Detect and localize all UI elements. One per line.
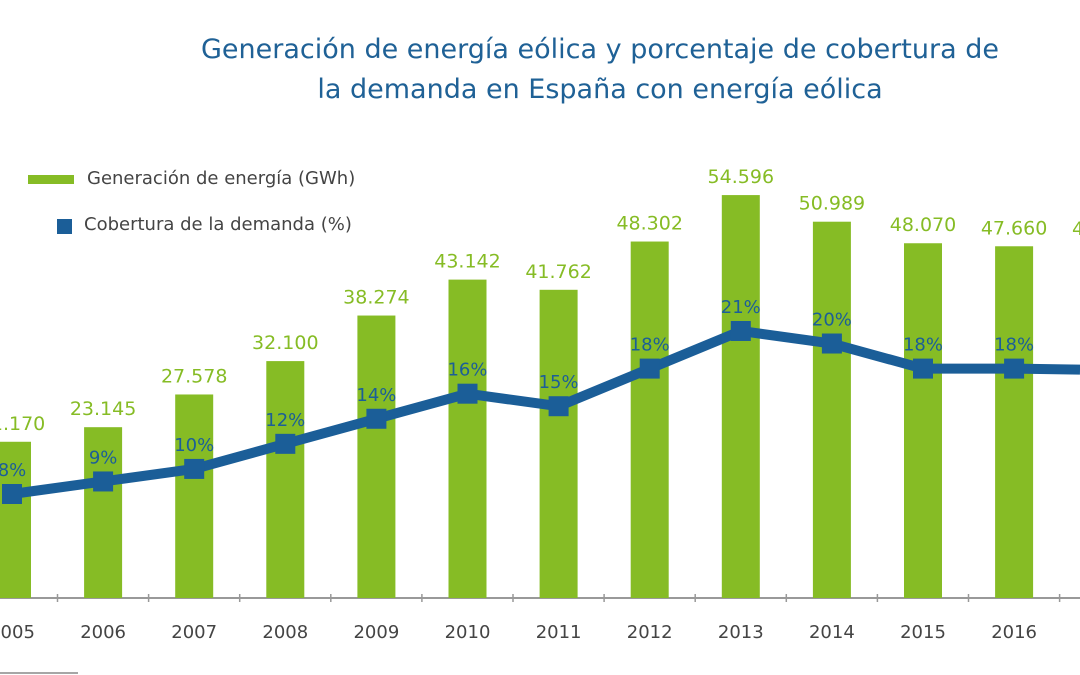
legend-label-generacion: Generación de energía (GWh) — [87, 168, 356, 189]
chart-title: Generación de energía eólica y porcentaj… — [0, 30, 1080, 110]
bar-2016 — [995, 246, 1034, 598]
line-marker-2016 — [1004, 358, 1025, 379]
line-marker-2005 — [2, 484, 22, 504]
x-tick-label-2011: 2011 — [536, 622, 582, 643]
bar-2014 — [812, 221, 851, 599]
x-tick-label-2010: 2010 — [445, 622, 491, 643]
line-label-2009: 14% — [356, 385, 396, 406]
bar-label-2014: 50.989 — [799, 193, 865, 215]
bar-2011 — [539, 289, 578, 598]
line-label-2008: 12% — [265, 410, 305, 431]
bar-label-2016: 47.660 — [981, 217, 1047, 239]
line-label-2010: 16% — [447, 360, 487, 381]
x-tick-label-2015: 2015 — [900, 622, 946, 643]
line-label-2014: 20% — [812, 310, 852, 331]
bar-label-2012: 48.302 — [616, 213, 682, 235]
x-tick-label-2014: 2014 — [809, 622, 855, 643]
legend-swatch-cobertura — [57, 219, 72, 234]
bar-label-2005: 21.170 — [0, 413, 45, 435]
legend-swatch-generacion — [28, 175, 74, 184]
bar-2013 — [721, 195, 760, 598]
x-tick-label-2008: 2008 — [262, 622, 308, 643]
line-label-2012: 18% — [630, 335, 670, 356]
line-marker-2006 — [93, 471, 114, 492]
line-label-2007: 10% — [174, 435, 214, 456]
x-tick-label-2016: 2016 — [991, 622, 1037, 643]
bar-2007 — [175, 394, 214, 598]
line-marker-2007 — [184, 458, 205, 479]
bar-label-2007: 27.578 — [161, 365, 227, 387]
line-label-2015: 18% — [903, 335, 943, 356]
bar-label-2008: 32.100 — [252, 332, 318, 354]
line-marker-2010 — [457, 383, 478, 404]
bar-label-2010: 43.142 — [434, 251, 500, 273]
line-label-2006: 9% — [89, 447, 118, 468]
x-tick-label-2013: 2013 — [718, 622, 764, 643]
x-tick-label-2009: 2009 — [353, 622, 399, 643]
bar-2015 — [904, 243, 942, 598]
bar-label-2015: 48.070 — [890, 214, 956, 236]
bar-2010 — [448, 279, 487, 598]
bar-2009 — [357, 315, 396, 598]
bar-label-cropped: 4 — [1072, 218, 1080, 240]
x-tick-label-2012: 2012 — [627, 622, 673, 643]
line-marker-2012 — [639, 358, 660, 379]
x-tick-label-2005: 2005 — [0, 622, 35, 643]
bar-label-2009: 38.274 — [343, 287, 409, 309]
bar-2005 — [0, 441, 31, 598]
chart-title-line-1: Generación de energía eólica y porcentaj… — [201, 34, 999, 65]
bar-label-2011: 41.762 — [525, 261, 591, 283]
line-marker-2014 — [821, 333, 842, 354]
bar-2006 — [84, 427, 123, 598]
line-marker-2009 — [366, 408, 387, 429]
line-label-2005: 8% — [0, 460, 26, 481]
line-marker-2008 — [275, 433, 296, 454]
x-tick-label-2007: 2007 — [171, 622, 217, 643]
line-marker-2015 — [913, 358, 933, 379]
bar-2012 — [630, 241, 669, 598]
x-tick-label-2006: 2006 — [80, 622, 126, 643]
line-label-2013: 21% — [721, 297, 761, 318]
legend-label-cobertura: Cobertura de la demanda (%) — [84, 214, 352, 235]
line-marker-2013 — [730, 320, 751, 341]
bar-label-2006: 23.145 — [70, 398, 136, 420]
line-marker-2011 — [548, 396, 569, 417]
bar-2008 — [266, 361, 305, 598]
bar-label-2013: 54.596 — [708, 166, 774, 188]
line-label-2016: 18% — [994, 335, 1034, 356]
line-label-2011: 15% — [539, 372, 579, 393]
chart-title-line-2: la demanda en España con energía eólica — [317, 74, 883, 105]
